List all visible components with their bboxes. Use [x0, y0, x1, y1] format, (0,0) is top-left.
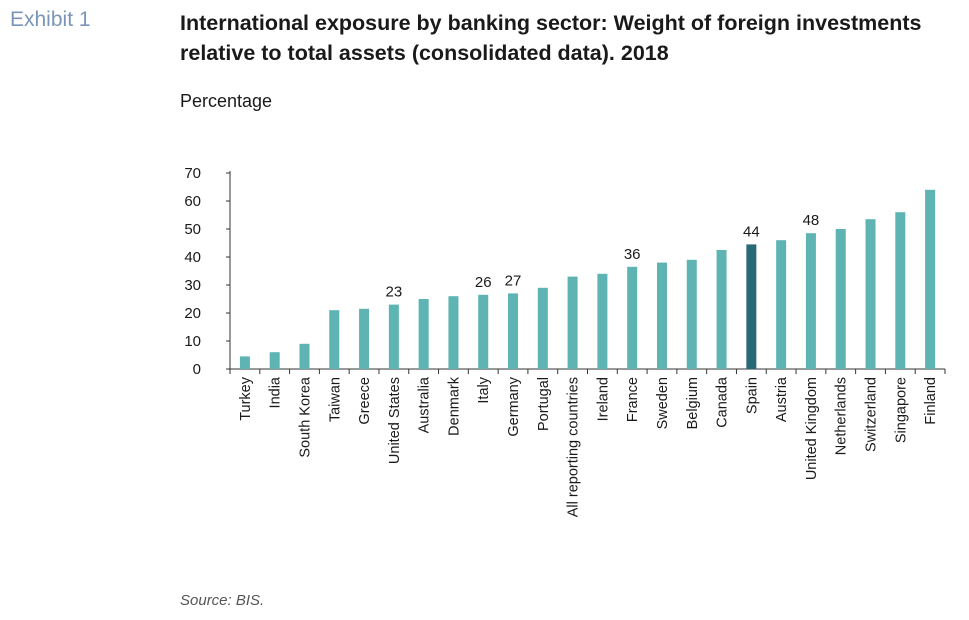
bar-austria [776, 240, 787, 369]
source-note: Source: BIS. [180, 592, 265, 609]
y-tick-label: 10 [184, 333, 201, 350]
y-tick-label: 0 [193, 361, 201, 378]
bar-singapore [895, 212, 906, 369]
x-tick-label: France [625, 377, 641, 422]
exhibit-label: Exhibit 1 [10, 8, 91, 31]
bar-netherlands [835, 229, 846, 369]
bar-united-kingdom [805, 233, 816, 369]
bar-united-states [388, 304, 399, 369]
x-tick-label: United States [387, 377, 403, 464]
bar-spain [746, 244, 757, 369]
y-tick-label: 60 [184, 193, 201, 210]
y-tick-label: 20 [184, 305, 201, 322]
x-tick-label: Germany [506, 376, 522, 436]
data-label: 23 [386, 284, 403, 301]
x-tick-label: Greece [357, 377, 373, 425]
x-tick-label: Belgium [685, 377, 701, 429]
data-label: 26 [475, 274, 492, 291]
x-tick-label: United Kingdom [804, 377, 820, 480]
x-tick-label: Switzerland [864, 377, 880, 452]
bar-australia [418, 299, 429, 369]
bar-germany [508, 293, 519, 369]
x-tick-label: Singapore [893, 377, 909, 443]
data-label: 27 [505, 272, 522, 289]
bar-india [269, 352, 280, 369]
x-tick-label: Canada [715, 376, 731, 428]
bar-turkey [239, 356, 250, 369]
x-tick-label: Australia [417, 376, 433, 433]
x-tick-label: Netherlands [834, 377, 850, 455]
bar-belgium [686, 259, 697, 369]
x-tick-label: Austria [774, 376, 790, 422]
chart-subtitle: Percentage [180, 91, 273, 111]
bar-canada [716, 250, 727, 369]
bar-south-korea [299, 343, 310, 369]
x-tick-label: Portugal [536, 377, 552, 431]
y-tick-label: 40 [184, 249, 201, 266]
bar-france [627, 266, 638, 369]
bar-switzerland [865, 219, 876, 369]
bar-taiwan [329, 310, 340, 369]
x-tick-label: Ireland [595, 377, 611, 421]
x-tick-label: Finland [923, 377, 939, 425]
y-tick-label: 30 [184, 277, 201, 294]
data-label: 36 [624, 246, 641, 263]
bar-finland [925, 189, 936, 369]
y-tick-label: 70 [184, 165, 201, 182]
x-tick-label: All reporting countries [566, 377, 582, 517]
x-tick-label: South Korea [297, 376, 313, 458]
bar-portugal [537, 287, 548, 369]
data-label: 44 [743, 223, 760, 240]
x-tick-label: Denmark [446, 376, 462, 436]
y-tick-label: 50 [184, 221, 201, 238]
bar-all-reporting-countries [567, 276, 578, 369]
x-tick-label: India [268, 376, 284, 408]
x-tick-label: Taiwan [327, 377, 343, 422]
x-tick-label: Sweden [655, 377, 671, 429]
bar-italy [478, 294, 489, 369]
bar-sweden [656, 262, 667, 369]
chart-title: International exposure by banking sector… [180, 11, 922, 65]
bar-denmark [448, 296, 459, 369]
data-label: 48 [803, 212, 820, 229]
x-tick-label: Spain [744, 377, 760, 414]
x-tick-label: Italy [476, 376, 492, 403]
x-tick-label: Turkey [238, 376, 254, 421]
bar-ireland [597, 273, 608, 369]
bar-greece [359, 308, 370, 369]
